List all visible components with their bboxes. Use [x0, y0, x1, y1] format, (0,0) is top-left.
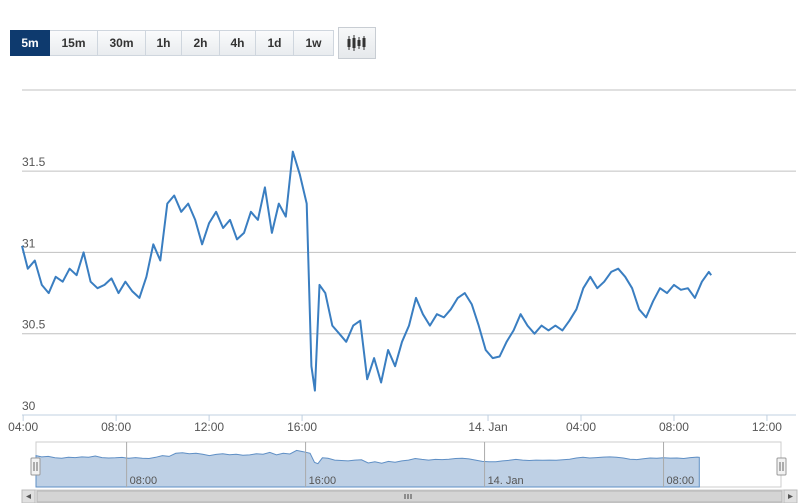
timeframe-button-15m[interactable]: 15m	[50, 30, 98, 56]
timeframe-button-1d[interactable]: 1d	[256, 30, 294, 56]
x-tick-label: 04:00	[566, 420, 596, 434]
y-tick-label: 30	[22, 399, 36, 413]
navigator-handle-left[interactable]	[30, 457, 41, 476]
timeframe-button-5m[interactable]: 5m	[10, 30, 50, 56]
x-tick-label: 12:00	[752, 420, 782, 434]
x-tick-label: 08:00	[659, 420, 689, 434]
price-line	[21, 150, 713, 392]
x-tick-label: 14. Jan	[468, 420, 507, 434]
timeframe-button-1h[interactable]: 1h	[146, 30, 182, 56]
scroll-left-button[interactable]	[21, 489, 36, 503]
navigator-label: 08:00	[667, 475, 695, 487]
x-tick-label: 04:00	[8, 420, 38, 434]
x-axis: 04:00 08:00 12:00 16:00 14. Jan 04:00 08:00 12:…	[8, 414, 796, 434]
timeframe-button-2h[interactable]: 2h	[182, 30, 220, 56]
y-tick-label: 31	[22, 236, 36, 250]
chart-type-button[interactable]	[338, 27, 376, 59]
scroll-right-button[interactable]	[783, 489, 798, 503]
x-tick-label: 16:00	[287, 420, 317, 434]
y-axis-labels: 30 30.5 31 31.5	[22, 155, 46, 413]
timeframe-button-group: 5m 15m 30m 1h 2h 4h 1d 1w	[10, 30, 334, 58]
x-tick-label: 08:00	[101, 420, 131, 434]
navigator-frame	[35, 441, 782, 488]
navigator-label: 08:00	[130, 475, 158, 487]
candlestick-icon	[347, 35, 366, 51]
scrollbar-track[interactable]	[21, 489, 798, 503]
timeframe-button-4h[interactable]: 4h	[220, 30, 256, 56]
navigator-label: 14. Jan	[488, 475, 524, 487]
timeframe-button-30m[interactable]: 30m	[98, 30, 146, 56]
navigator: 08:00 16:00 14. Jan 08:00	[30, 441, 787, 488]
timeframe-toolbar: 5m 15m 30m 1h 2h 4h 1d 1w	[10, 27, 376, 59]
navigator-gridlines	[126, 442, 665, 487]
scrollbar[interactable]	[21, 489, 798, 503]
arrow-right-icon	[788, 494, 793, 499]
navigator-label: 16:00	[309, 475, 337, 487]
navigator-area	[35, 449, 700, 488]
x-tick-label: 12:00	[194, 420, 224, 434]
navigator-labels: 08:00 16:00 14. Jan 08:00	[130, 475, 694, 487]
y-gridlines	[22, 170, 796, 416]
arrow-left-icon	[26, 494, 31, 499]
y-tick-label: 30.5	[22, 318, 46, 332]
y-tick-label: 31.5	[22, 155, 46, 169]
scrollbar-thumb[interactable]	[36, 490, 783, 503]
navigator-handle-right[interactable]	[776, 457, 787, 476]
timeframe-button-1w[interactable]: 1w	[294, 30, 334, 56]
